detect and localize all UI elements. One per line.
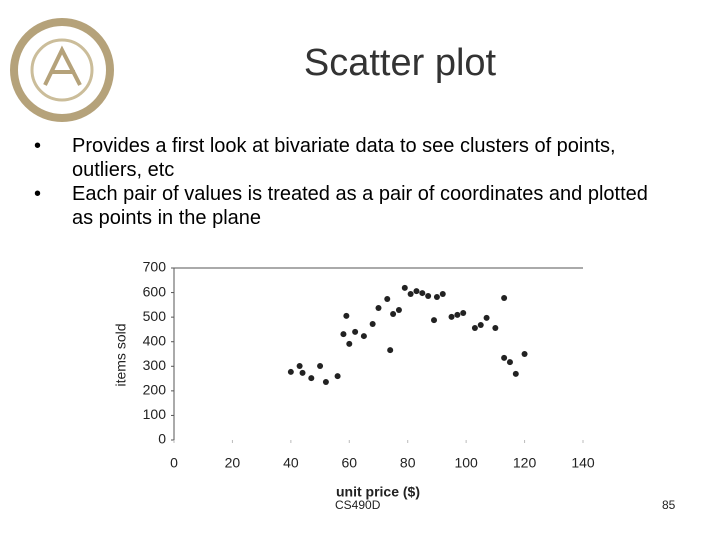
y-tick-label: 700: [143, 259, 167, 275]
point: [454, 311, 461, 318]
point: [413, 288, 420, 295]
x-axis-title: unit price ($): [336, 484, 420, 500]
y-axis-title: items sold: [113, 323, 129, 386]
logo: [10, 18, 114, 122]
x-tick-label: 20: [225, 455, 241, 471]
point: [483, 314, 490, 321]
point: [369, 321, 376, 328]
x-tick-label: 120: [513, 455, 537, 471]
x-tick-label: 60: [341, 455, 357, 471]
point: [401, 284, 408, 291]
point: [343, 312, 350, 319]
point: [521, 351, 528, 357]
point: [501, 354, 508, 361]
point: [407, 291, 414, 298]
point: [387, 347, 394, 354]
y-tick-label: 500: [143, 308, 167, 324]
point: [375, 305, 382, 312]
point: [425, 293, 432, 300]
point: [419, 290, 426, 297]
point: [384, 295, 391, 302]
bullet-list: Provides a first look at bivariate data …: [30, 134, 660, 230]
point: [448, 313, 455, 320]
point: [492, 324, 499, 331]
y-tick-label: 600: [143, 283, 167, 299]
point: [287, 368, 294, 375]
footer: CS490D: [335, 498, 381, 512]
point: [296, 363, 303, 370]
slide-title: Scatter plot: [303, 42, 497, 84]
x-tick-label: 0: [170, 455, 178, 471]
x-tick-label: 40: [283, 455, 299, 471]
point: [334, 373, 341, 380]
point: [460, 309, 467, 316]
point: [390, 310, 397, 317]
bullet: Each pair of values is treated as a pair…: [30, 182, 657, 230]
point: [340, 331, 347, 338]
point: [471, 324, 478, 331]
y-tick-label: 0: [158, 431, 166, 447]
point: [352, 328, 359, 335]
point: [317, 363, 324, 370]
y-tick-label: 300: [143, 357, 167, 373]
y-tick-label: 100: [143, 406, 167, 422]
x-tick-label: 80: [400, 455, 416, 471]
point: [439, 291, 446, 298]
point: [506, 359, 513, 366]
point: [308, 375, 315, 382]
point: [433, 293, 440, 300]
y-tick-label: 200: [143, 382, 167, 398]
point: [299, 369, 306, 376]
page-number: 85: [662, 498, 676, 512]
point: [360, 333, 367, 340]
point: [477, 322, 484, 329]
x-tick-label: 140: [571, 455, 595, 471]
point: [322, 379, 329, 386]
point: [431, 317, 438, 324]
point: [346, 340, 353, 347]
point: [395, 307, 402, 314]
point: [501, 294, 508, 301]
y-tick-label: 400: [143, 332, 167, 348]
plot-area: [174, 268, 583, 440]
point: [512, 370, 519, 377]
x-tick-label: 100: [454, 455, 478, 471]
bullet: Provides a first look at bivariate data …: [30, 134, 657, 182]
